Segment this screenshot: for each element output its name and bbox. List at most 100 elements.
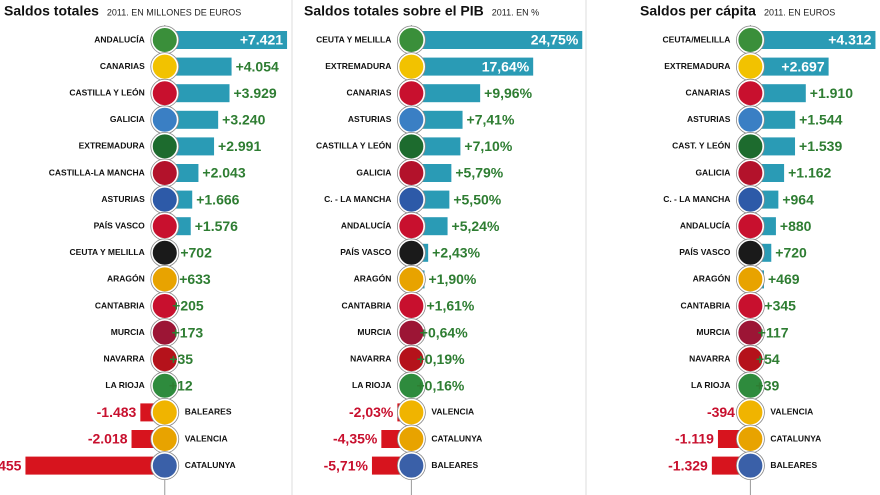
value-label: +2,43%	[432, 245, 480, 261]
bar	[164, 84, 230, 103]
value-label: -1.119	[675, 431, 714, 447]
category-label: C. - LA MANCHA	[324, 194, 391, 204]
flag	[150, 212, 179, 241]
value-label: +9,96%	[484, 85, 532, 101]
value-label: +1,61%	[426, 298, 474, 314]
value-label: +1,90%	[429, 271, 477, 287]
flag	[397, 52, 426, 81]
category-label: VALENCIA	[770, 407, 813, 417]
value-label: +1.576	[195, 218, 238, 234]
category-label: C. - LA MANCHA	[663, 194, 730, 204]
value-label: +1.162	[788, 165, 831, 181]
value-label: -4,35%	[333, 431, 378, 447]
category-label: CATALUNYA	[185, 460, 236, 470]
category-label: CEUTA/MELILLA	[663, 34, 731, 44]
category-label: LA RIOJA	[691, 380, 730, 390]
value-label: +117	[758, 324, 789, 340]
flag	[397, 105, 426, 134]
value-label: +0,19%	[417, 351, 465, 367]
flag	[150, 265, 179, 294]
flag	[736, 79, 765, 108]
bar	[164, 31, 288, 49]
category-label: CANARIAS	[686, 87, 731, 97]
category-label: CASTILLA Y LEÓN	[316, 140, 391, 151]
value-label: +633	[179, 271, 211, 287]
category-label: EXTREMADURA	[664, 61, 730, 71]
category-label: NAVARRA	[104, 353, 145, 363]
category-label: NAVARRA	[689, 353, 730, 363]
category-label: CEUTA Y MELILLA	[316, 34, 391, 44]
flag	[150, 159, 179, 187]
flag	[397, 212, 426, 241]
flag	[736, 292, 765, 320]
flag	[150, 451, 179, 480]
value-label: +7,10%	[464, 138, 512, 154]
category-label: LA RIOJA	[105, 380, 144, 390]
bar	[750, 84, 806, 103]
flag	[150, 238, 179, 267]
value-label: +1.544	[799, 112, 842, 128]
flag-ring	[150, 451, 180, 481]
flag	[150, 26, 179, 54]
category-label: ANDALUCÍA	[680, 220, 731, 230]
category-label: ANDALUCÍA	[341, 220, 392, 230]
flag	[150, 425, 179, 453]
value-label: +2.991	[218, 138, 261, 154]
flag	[736, 52, 765, 81]
category-label: GALICIA	[695, 167, 730, 177]
flag	[736, 185, 765, 214]
flag	[397, 132, 426, 161]
value-label: +702	[180, 245, 212, 261]
flag	[397, 451, 426, 480]
flag	[736, 105, 765, 134]
bar	[411, 84, 481, 103]
value-label: +54	[756, 351, 780, 367]
category-label: ARAGÓN	[354, 273, 392, 284]
bar	[750, 31, 876, 49]
category-label: GALICIA	[110, 114, 145, 124]
flag	[150, 398, 179, 427]
category-label: GALICIA	[356, 167, 391, 177]
category-label: BALEARES	[185, 407, 232, 417]
value-label: +7,41%	[467, 112, 515, 128]
flag	[397, 238, 426, 267]
bar	[164, 57, 232, 76]
flag	[736, 159, 765, 187]
value-label: -2,03%	[349, 404, 394, 420]
flag	[736, 238, 765, 267]
category-label: MURCIA	[696, 327, 730, 337]
bar	[25, 456, 165, 475]
flag	[150, 132, 179, 161]
category-label: ARAGÓN	[107, 273, 145, 284]
panel-subtitle: 2011. EN EUROS	[764, 7, 835, 17]
value-label: +5,79%	[455, 165, 503, 181]
category-label: CANARIAS	[347, 87, 392, 97]
category-label: ASTURIAS	[687, 114, 731, 124]
flag	[736, 265, 765, 294]
flag	[397, 185, 426, 214]
flag	[736, 398, 765, 427]
value-label: -8.455	[0, 457, 22, 473]
value-label: -5,71%	[324, 457, 369, 473]
category-label: ASTURIAS	[348, 114, 392, 124]
value-label: +2.043	[202, 165, 245, 181]
flag	[736, 451, 765, 480]
panel-subtitle: 2011. EN %	[492, 7, 539, 17]
value-label: +5,24%	[452, 218, 500, 234]
category-label: CANTABRIA	[680, 300, 730, 310]
panel-title: Saldos totales sobre el PIB	[304, 3, 484, 19]
value-label: 17,64%	[482, 58, 530, 74]
category-label: MURCIA	[357, 327, 391, 337]
value-label: +205	[172, 298, 204, 314]
category-label: VALENCIA	[185, 433, 228, 443]
flag-ring	[396, 451, 426, 481]
value-label: +345	[764, 298, 796, 314]
value-label: +1.666	[196, 191, 239, 207]
category-label: MURCIA	[111, 327, 145, 337]
value-label: -1.483	[97, 404, 137, 420]
value-label: +1.539	[799, 138, 842, 154]
category-label: ARAGÓN	[693, 273, 731, 284]
panel-title: Saldos per cápita	[640, 3, 756, 19]
flag	[150, 79, 179, 108]
category-label: BALEARES	[770, 460, 817, 470]
